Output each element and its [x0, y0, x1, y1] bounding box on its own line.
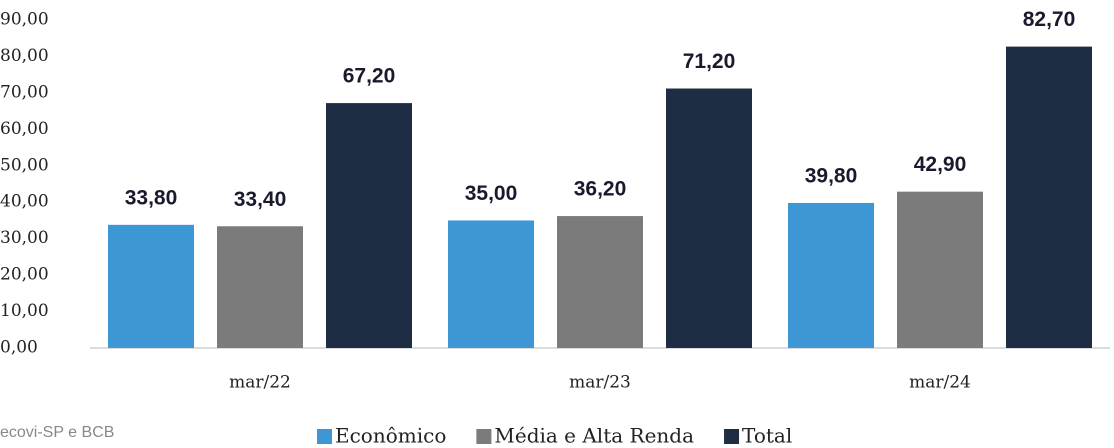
- x-tick-label: mar/23: [569, 373, 631, 393]
- legend-label: Econômico: [335, 424, 446, 448]
- y-tick-label: 80,00: [0, 46, 49, 66]
- value-label: 33,40: [234, 188, 287, 211]
- bar: [448, 220, 534, 348]
- x-tick-label: mar/24: [909, 373, 971, 393]
- value-label: 39,80: [805, 164, 858, 187]
- y-tick-label: 90,00: [0, 10, 49, 30]
- bar: [788, 202, 874, 348]
- legend-swatch: [476, 429, 492, 444]
- bar: [557, 216, 643, 348]
- y-tick-label: 70,00: [0, 82, 49, 102]
- value-label: 35,00: [465, 182, 518, 205]
- value-label: 33,80: [125, 186, 178, 209]
- value-label: 82,70: [1023, 8, 1076, 31]
- value-label: 71,20: [683, 50, 736, 73]
- y-tick-label: 0,00: [0, 338, 38, 358]
- bar: [666, 88, 752, 348]
- y-tick-label: 30,00: [0, 228, 49, 248]
- source: ecovi-SP e BCB: [0, 424, 114, 441]
- bar: [326, 103, 412, 349]
- bar: [217, 226, 303, 348]
- y-tick-label: 20,00: [0, 265, 49, 285]
- value-label: 36,20: [574, 178, 627, 201]
- y-tick-label: 40,00: [0, 192, 49, 212]
- bar: [1006, 46, 1092, 349]
- x-tick-label: mar/22: [229, 373, 291, 393]
- y-tick-label: 10,00: [0, 301, 49, 321]
- value-label: 42,90: [914, 153, 967, 176]
- legend-label: Média e Alta Renda: [494, 424, 694, 448]
- y-tick-label: 50,00: [0, 155, 49, 175]
- legend-swatch: [724, 429, 740, 444]
- bar: [897, 191, 983, 348]
- legend-swatch: [317, 429, 332, 444]
- bar: [108, 224, 194, 348]
- value-label: 67,20: [343, 65, 396, 88]
- y-tick-label: 60,00: [0, 119, 49, 139]
- legend-label: Total: [742, 424, 792, 448]
